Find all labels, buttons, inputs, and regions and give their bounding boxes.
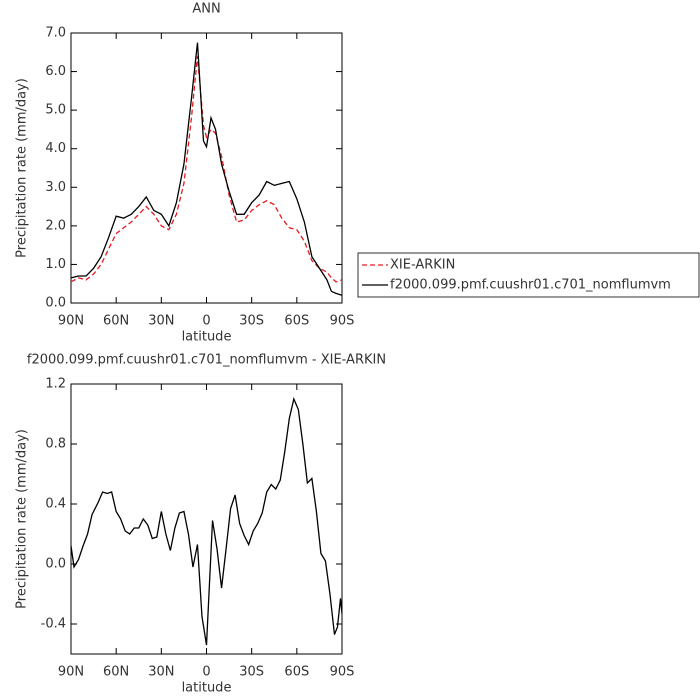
x-tick-label: 60S [284,665,309,680]
plot-frame [70,383,343,655]
x-axis-label: latitude [182,681,232,696]
x-tick-label: 30N [148,665,174,680]
y-axis-label: Precipitation rate (mm/day) [15,78,30,258]
x-tick-label: 90N [58,314,84,329]
x-tick-label: 30S [239,314,264,329]
x-tick-label: 30N [148,314,174,329]
y-tick-label: 6.0 [45,64,66,79]
legend-label: f2000.099.pmf.cuushr01.c701_nomflumvm [390,278,671,293]
x-tick-label: 90S [330,665,355,680]
chart-title: f2000.099.pmf.cuushr01.c701_nomflumvm - … [27,353,386,368]
x-tick-label: 0 [202,665,210,680]
y-tick-label: 2.0 [45,218,66,233]
data-line [70,396,343,646]
y-tick-label: -0.4 [41,617,66,632]
chart-title: ANN [192,2,220,17]
y-tick-label: 3.0 [45,180,66,195]
y-tick-label: 0.0 [45,296,66,311]
x-tick-label: 0 [202,314,210,329]
x-tick-label: 60S [284,314,309,329]
x-tick-label: 90S [330,314,355,329]
y-tick-label: 0.8 [45,437,66,452]
y-tick-label: 0.4 [45,497,66,512]
y-tick-label: 5.0 [45,103,66,118]
x-tick-label: 90N [58,665,84,680]
x-tick-label: 60N [103,665,129,680]
x-tick-label: 30S [239,665,264,680]
legend-label: XIE-ARKIN [390,258,455,273]
y-tick-label: 1.2 [45,377,66,392]
x-tick-label: 60N [103,314,129,329]
y-tick-label: 7.0 [45,26,66,41]
x-axis-label: latitude [182,330,232,345]
y-tick-label: 0.0 [45,557,66,572]
y-axis-label: Precipitation rate (mm/day) [15,429,30,609]
legend-box [357,252,700,298]
data-line [70,42,343,296]
y-tick-label: 1.0 [45,257,66,272]
plot-frame [70,32,343,304]
y-tick-label: 4.0 [45,141,66,156]
data-line [70,56,343,283]
